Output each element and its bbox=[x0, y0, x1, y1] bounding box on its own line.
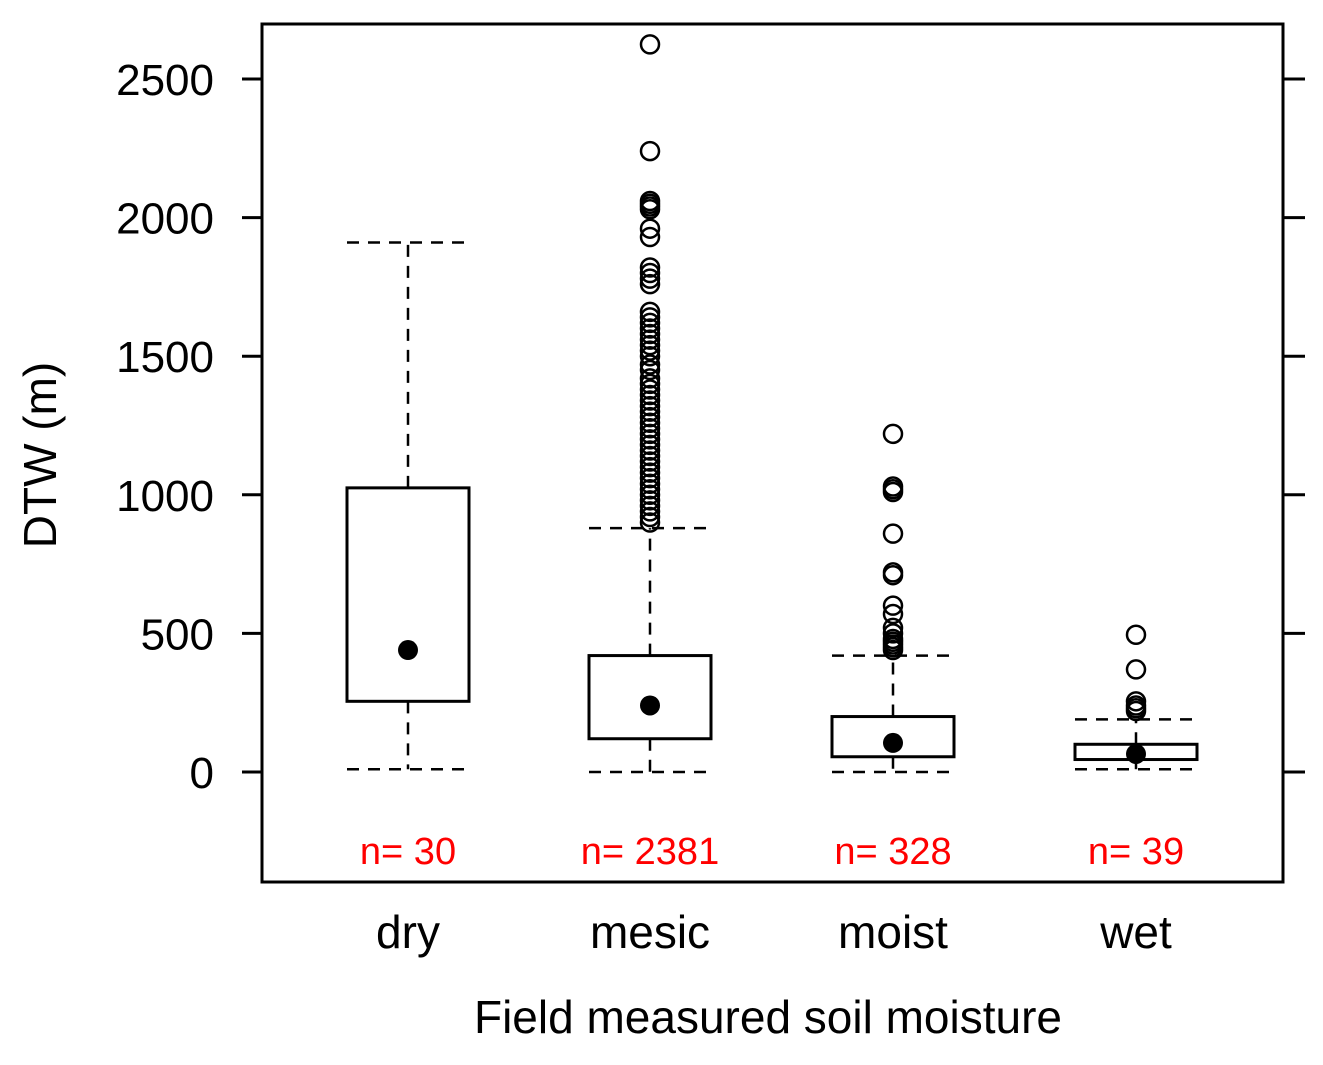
median-dot bbox=[640, 695, 660, 716]
median-dot bbox=[1126, 743, 1146, 764]
outlier-point bbox=[639, 318, 661, 339]
outlier-point bbox=[639, 495, 661, 517]
outlier-point bbox=[639, 473, 661, 494]
boxplot-mesic bbox=[587, 34, 713, 774]
outlier-point bbox=[882, 423, 904, 445]
outlier-point bbox=[882, 523, 904, 544]
outlier-point bbox=[639, 373, 661, 395]
outlier-point bbox=[639, 218, 661, 239]
plot-frame bbox=[260, 22, 1285, 884]
outlier-point bbox=[639, 484, 661, 506]
n-labels-group: n= 30 n= 2381 n= 328 n= 39 bbox=[360, 831, 1184, 873]
outlier-point bbox=[882, 595, 904, 616]
outlier-point bbox=[639, 506, 661, 528]
outlier-point bbox=[639, 467, 661, 489]
outlier-point bbox=[882, 623, 904, 644]
outlier-point bbox=[639, 345, 661, 367]
x-tick-label-dry: dry bbox=[376, 906, 440, 958]
y-tick-label: 500 bbox=[141, 610, 214, 659]
outlier-point bbox=[639, 226, 661, 248]
boxplot-dry bbox=[345, 241, 471, 771]
outlier-point bbox=[639, 429, 661, 450]
boxplot-wet bbox=[1073, 624, 1199, 771]
iqr-box bbox=[345, 486, 471, 703]
outlier-point bbox=[639, 418, 661, 439]
outlier-point bbox=[639, 307, 661, 328]
y-tick-label: 1000 bbox=[116, 472, 214, 521]
outlier-point bbox=[882, 639, 904, 661]
y-tick-label: 2000 bbox=[116, 195, 214, 244]
y-axis-title: DTW (m) bbox=[14, 362, 66, 548]
outlier-point bbox=[882, 564, 904, 586]
outlier-point bbox=[639, 462, 661, 483]
outlier-point bbox=[639, 340, 661, 361]
outlier-point bbox=[639, 34, 661, 55]
outlier-point bbox=[639, 406, 661, 428]
median-dot bbox=[883, 732, 903, 753]
x-tick-label-mesic: mesic bbox=[590, 906, 710, 958]
outlier-point bbox=[639, 479, 661, 500]
outlier-point bbox=[639, 359, 661, 381]
x-labels-group: dry mesic moist wet bbox=[376, 906, 1172, 958]
outlier-point bbox=[639, 354, 661, 375]
outlier-point bbox=[639, 395, 661, 417]
y-tick-label: 1500 bbox=[116, 333, 214, 382]
x-tick-label-moist: moist bbox=[838, 906, 948, 958]
outlier-point bbox=[639, 312, 661, 334]
left-axis-group: 0 500 1000 1500 2000 2500 bbox=[116, 56, 262, 798]
outlier-point bbox=[639, 490, 661, 511]
x-axis-title: Field measured soil moisture bbox=[474, 991, 1062, 1043]
outlier-point bbox=[639, 512, 661, 533]
outlier-point bbox=[882, 603, 904, 625]
outlier-point bbox=[1125, 624, 1147, 646]
outlier-point bbox=[639, 268, 661, 289]
outlier-point bbox=[639, 334, 661, 356]
n-label-mesic: n= 2381 bbox=[581, 831, 719, 873]
outlier-point bbox=[639, 401, 661, 422]
outlier-point bbox=[639, 140, 661, 162]
outlier-point bbox=[1125, 700, 1147, 722]
right-axis-group bbox=[1283, 77, 1305, 774]
n-label-moist: n= 328 bbox=[834, 831, 951, 873]
median-dot bbox=[398, 640, 418, 661]
outlier-point bbox=[639, 257, 661, 278]
outlier-point bbox=[639, 301, 661, 323]
outlier-point bbox=[639, 390, 661, 411]
outlier-point bbox=[639, 412, 661, 433]
outlier-point bbox=[639, 456, 661, 478]
outlier-point bbox=[639, 423, 661, 445]
n-label-wet: n= 39 bbox=[1088, 831, 1184, 873]
n-label-dry: n= 30 bbox=[360, 831, 456, 873]
outlier-point bbox=[639, 273, 661, 295]
outlier-point bbox=[639, 451, 661, 472]
outlier-point bbox=[882, 481, 904, 503]
plot-frame-group bbox=[260, 22, 1285, 884]
outlier-point bbox=[639, 329, 661, 350]
outlier-point bbox=[639, 379, 661, 400]
outlier-point bbox=[639, 445, 661, 467]
outlier-point bbox=[639, 501, 661, 522]
outlier-point bbox=[639, 434, 661, 456]
outlier-point bbox=[1125, 659, 1147, 680]
outlier-point bbox=[639, 199, 661, 220]
outlier-point bbox=[639, 368, 661, 389]
boxplot-moist bbox=[830, 423, 956, 774]
x-tick-label-wet: wet bbox=[1099, 906, 1172, 958]
boxes-group bbox=[345, 34, 1199, 774]
y-tick-label: 2500 bbox=[116, 56, 214, 105]
y-tick-label: 0 bbox=[190, 749, 214, 798]
outlier-point bbox=[639, 323, 661, 345]
outlier-point bbox=[639, 262, 661, 284]
outlier-point bbox=[639, 384, 661, 406]
outlier-point bbox=[882, 617, 904, 639]
outlier-point bbox=[639, 440, 661, 461]
